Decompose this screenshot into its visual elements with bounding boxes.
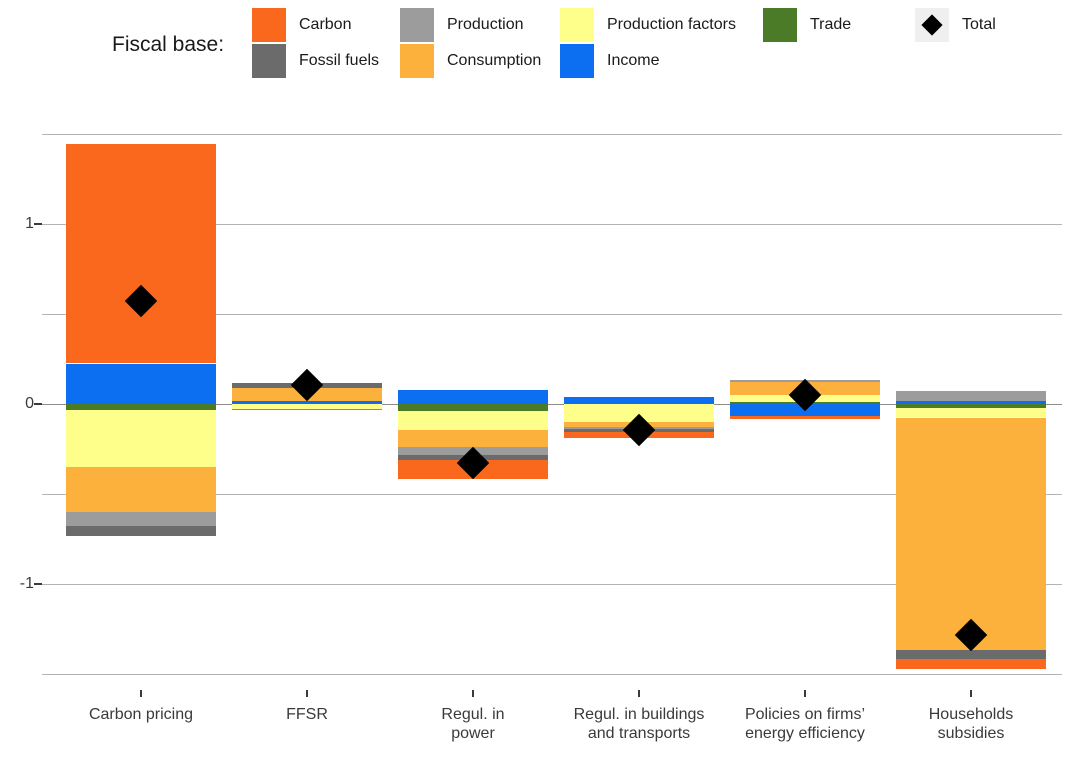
- bar-segment-production-factors: [66, 410, 216, 467]
- legend-swatch-carbon: [252, 8, 286, 42]
- bar-segment-consumption: [896, 417, 1046, 650]
- legend-label-total: Total: [962, 16, 996, 33]
- bar-segment-production-factors: [398, 410, 548, 430]
- x-tick: [970, 690, 972, 697]
- legend-label-carbon: Carbon: [299, 16, 352, 33]
- y-tick: [34, 223, 42, 225]
- gridline: [42, 223, 1062, 225]
- legend-swatch-income: [560, 44, 594, 78]
- bar-segment-production-factors: [232, 404, 382, 409]
- legend-label-consumption: Consumption: [447, 52, 542, 69]
- bar-segment-trade: [398, 404, 548, 411]
- gridline: [42, 403, 1062, 405]
- legend-swatch-production: [400, 8, 434, 42]
- bar-segment-trade: [66, 404, 216, 411]
- gridline: [42, 313, 1062, 315]
- total-diamond-icon: [921, 14, 943, 36]
- x-tick: [472, 690, 474, 697]
- legend-swatch-fossil-fuels: [252, 44, 286, 78]
- bar-segment-income: [398, 389, 548, 404]
- legend-label-trade: Trade: [810, 16, 852, 33]
- bar-segment-carbon: [896, 658, 1046, 670]
- x-tick: [804, 690, 806, 697]
- bar-segment-production-factors: [896, 407, 1046, 418]
- bar-segment-production: [896, 390, 1046, 401]
- x-axis-label: Regul. in power: [441, 706, 505, 742]
- y-tick-label: 1: [25, 215, 34, 232]
- x-axis-label: Policies on firms’ energy efficiency: [744, 706, 866, 742]
- x-axis-label: Regul. in buildings and transports: [573, 706, 705, 742]
- bar-segment-income: [232, 400, 382, 404]
- y-tick-label: 0: [25, 395, 34, 412]
- bar-segment-production: [66, 512, 216, 526]
- y-tick: [34, 583, 42, 585]
- legend-swatch-trade: [763, 8, 797, 42]
- bar-segment-carbon: [66, 143, 216, 364]
- legend-label-fossil-fuels: Fossil fuels: [299, 52, 380, 69]
- bar-segment-trade: [896, 404, 1046, 408]
- bar-segment-carbon: [730, 415, 880, 419]
- bar-segment-fossil-fuels: [896, 649, 1046, 659]
- legend-title: Fiscal base:: [112, 33, 225, 56]
- gridline: [42, 583, 1062, 585]
- bar-segment-income: [564, 396, 714, 404]
- gridline: [42, 493, 1062, 495]
- bar-segment-consumption: [66, 467, 216, 512]
- legend-label-production-factors: Production factors: [607, 16, 736, 33]
- legend-key-total: [915, 8, 949, 42]
- legend-label-income: Income: [607, 52, 660, 69]
- x-axis-label: FFSR: [286, 706, 328, 723]
- legend-swatch-consumption: [400, 44, 434, 78]
- y-tick: [34, 403, 42, 405]
- gridline: [42, 133, 1062, 135]
- x-tick: [140, 690, 142, 697]
- gridline: [42, 673, 1062, 675]
- x-axis-label: Households subsidies: [928, 706, 1014, 742]
- y-tick-label: -1: [19, 575, 34, 592]
- bar-segment-consumption: [398, 429, 548, 448]
- bar-segment-fossil-fuels: [66, 525, 216, 537]
- bar-segment-carbon: [232, 408, 382, 411]
- bar-segment-income: [66, 363, 216, 404]
- x-tick: [638, 690, 640, 697]
- bar-segment-production-factors: [564, 404, 714, 423]
- x-axis-label: Carbon pricing: [88, 706, 194, 723]
- legend-swatch-production-factors: [560, 8, 594, 42]
- x-tick: [306, 690, 308, 697]
- legend-label-production: Production: [447, 16, 524, 33]
- bar-segment-income: [896, 400, 1046, 404]
